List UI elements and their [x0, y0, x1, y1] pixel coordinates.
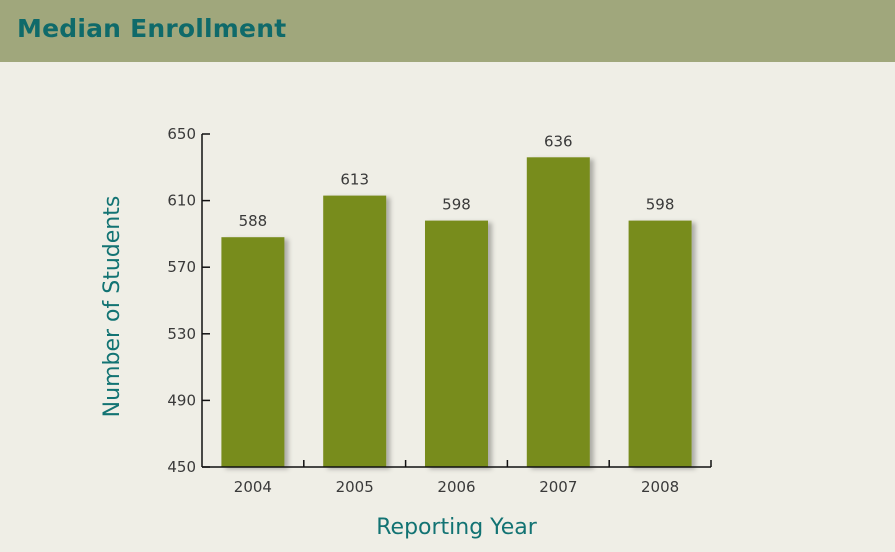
- x-tick-label-2005: 2005: [336, 478, 374, 496]
- y-tick-label-610: 610: [167, 192, 196, 210]
- bar-2004: [221, 237, 285, 467]
- bars: [221, 157, 692, 468]
- y-axis-title: Number of Students: [100, 196, 125, 418]
- bar-2007: [526, 157, 590, 468]
- data-label-2007: 636: [544, 132, 573, 150]
- chart-header: Median Enrollment: [0, 0, 895, 62]
- chart-title: Median Enrollment: [17, 14, 287, 43]
- y-tick-label-450: 450: [167, 458, 196, 476]
- y-tick-label-650: 650: [167, 125, 196, 143]
- x-tick-label-2004: 2004: [234, 478, 272, 496]
- data-label-2008: 598: [646, 196, 675, 214]
- x-axis-title: Reporting Year: [376, 515, 537, 540]
- data-label-2006: 598: [442, 196, 471, 214]
- axes: [201, 133, 712, 468]
- data-label-2005: 613: [340, 171, 369, 189]
- x-tick-label-2008: 2008: [641, 478, 679, 496]
- bar-2006: [425, 220, 488, 467]
- y-tick-label-530: 530: [167, 325, 196, 343]
- data-label-2004: 588: [239, 212, 268, 230]
- bar-2008: [628, 220, 692, 467]
- y-tick-label-490: 490: [167, 391, 196, 409]
- labels: 588 613 598 636 598 450 490 530 570 610 650 2004 200…: [100, 125, 679, 540]
- y-tick-label-570: 570: [167, 258, 196, 276]
- bar-2005: [323, 195, 387, 467]
- x-tick-label-2006: 2006: [437, 478, 475, 496]
- x-tick-label-2007: 2007: [539, 478, 577, 496]
